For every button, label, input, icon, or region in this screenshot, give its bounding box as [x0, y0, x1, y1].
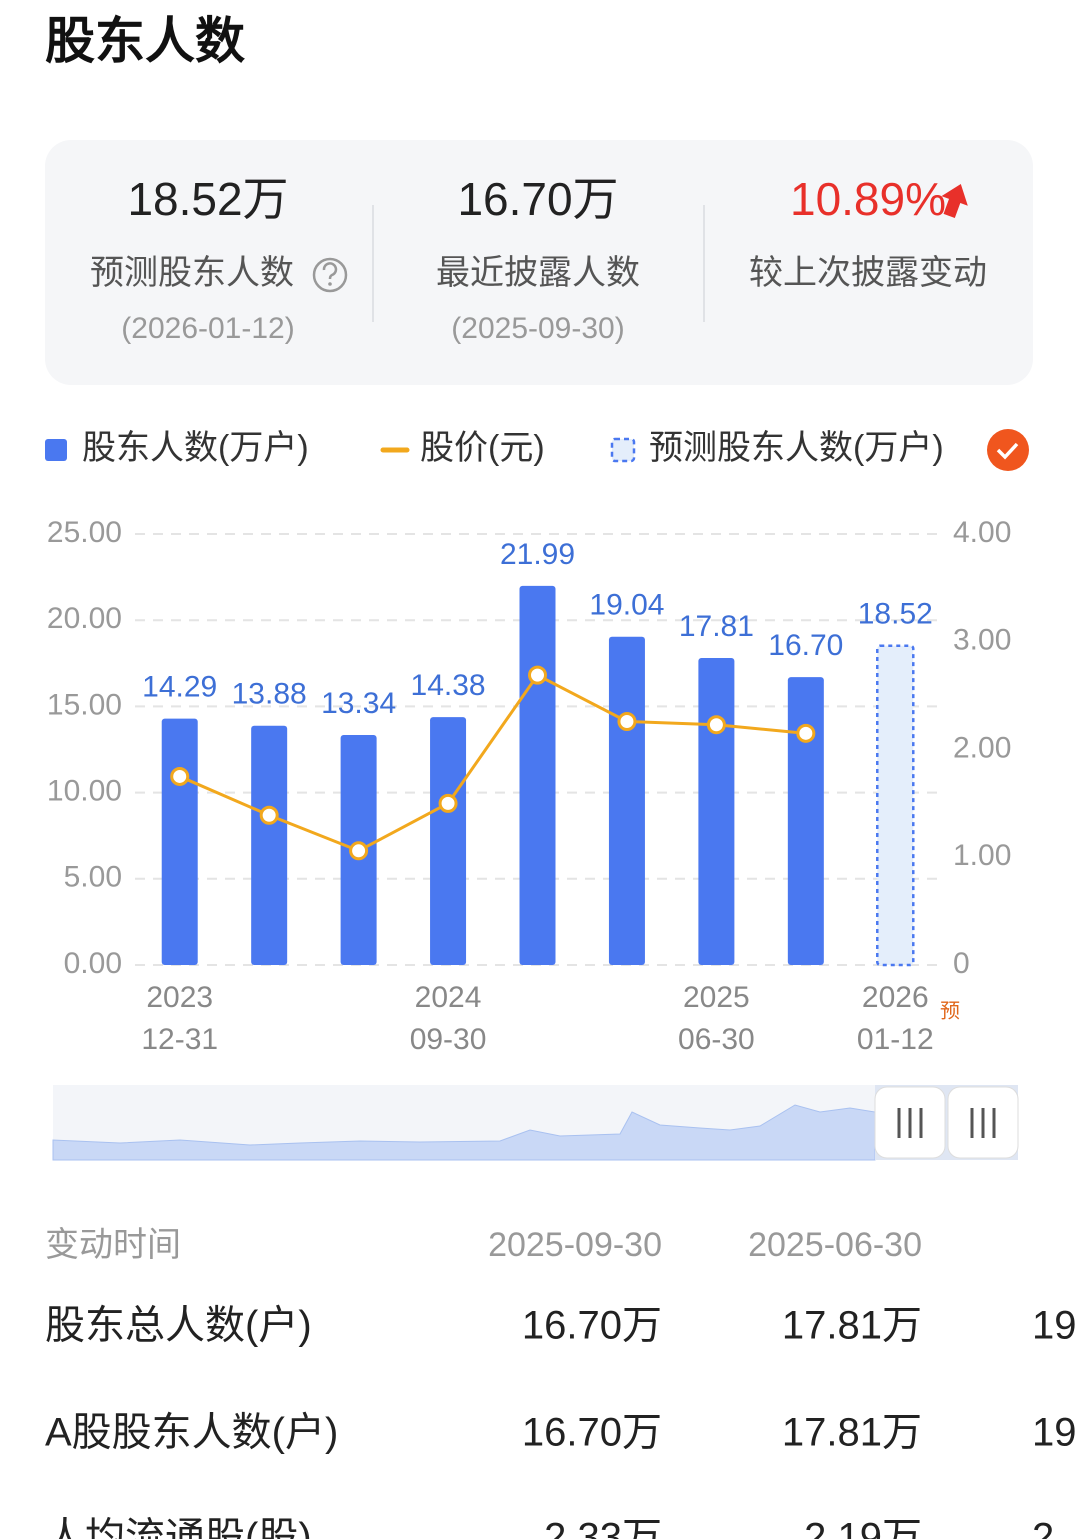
table-cell: 2.33万 — [544, 1516, 662, 1539]
y2-tick-label: 1.00 — [953, 839, 1011, 872]
price-point — [528, 665, 547, 685]
bar — [698, 657, 735, 965]
price-point — [796, 723, 816, 743]
price-point — [438, 793, 458, 813]
value-label: 14.38 — [411, 669, 486, 702]
legend-label[interactable]: 股东人数(万户) — [82, 429, 309, 467]
row-label: 人均流通股(股) — [45, 1516, 312, 1539]
table-cell: 17.81万 — [782, 1304, 922, 1348]
stat-value: 18.52万 — [127, 173, 288, 225]
y-tick-label: 10.00 — [47, 775, 122, 808]
value-label: 13.34 — [321, 687, 396, 720]
price-point — [259, 805, 279, 825]
x-tick-label: 2024 — [415, 981, 482, 1014]
row-label: 股东总人数(户) — [45, 1304, 312, 1348]
stat-value: 16.70万 — [457, 173, 618, 225]
table-cell: 16.70万 — [522, 1304, 662, 1348]
value-label: 13.88 — [232, 678, 307, 711]
bar — [519, 585, 556, 965]
value-label: 17.81 — [679, 610, 754, 643]
page-title: 股东人数 — [45, 13, 245, 69]
price-point — [170, 766, 190, 786]
legend-swatch — [45, 439, 67, 461]
price-point — [349, 841, 369, 861]
x-tick-label: 09-30 — [410, 1023, 487, 1056]
legend-swatch — [610, 437, 636, 463]
value-label: 21.99 — [500, 538, 575, 571]
bar — [787, 677, 824, 965]
stat-date: (2026-01-12) — [121, 312, 294, 345]
table-header: 2025-09-30 — [488, 1226, 662, 1264]
bar — [161, 718, 198, 965]
table-cell: 19 — [1032, 1304, 1077, 1348]
value-label: 18.52 — [858, 598, 933, 631]
x-tick-label: 01-12 — [857, 1023, 934, 1056]
y2-tick-label: 2.00 — [953, 731, 1011, 764]
legend-label[interactable]: 预测股东人数(万户) — [649, 429, 944, 467]
x-tick-label: 06-30 — [678, 1023, 755, 1056]
legend-label[interactable]: 股价(元) — [420, 429, 545, 467]
bar — [608, 636, 645, 965]
y-tick-label: 15.00 — [47, 688, 122, 721]
y-tick-label: 20.00 — [47, 602, 122, 635]
table-cell: 2.19万 — [804, 1516, 922, 1539]
price-point — [617, 711, 637, 731]
summary-card — [45, 140, 1033, 385]
x-tick-label: 2023 — [146, 981, 213, 1014]
table-header: 变动时间 — [45, 1226, 181, 1264]
x-tick-label: 2026 — [862, 981, 929, 1014]
y2-tick-label: 4.00 — [953, 516, 1011, 549]
stat-value: 10.89% — [790, 173, 946, 225]
y-tick-label: 25.00 — [47, 516, 122, 549]
stat-date: (2025-09-30) — [451, 312, 624, 345]
legend-check[interactable] — [987, 429, 1029, 471]
table-cell: 19 — [1032, 1411, 1077, 1455]
y-tick-label: 5.00 — [64, 861, 122, 894]
table-header: 2025-06-30 — [748, 1226, 922, 1264]
row-label: A股股东人数(户) — [45, 1411, 338, 1455]
price-point — [706, 715, 726, 735]
value-label: 19.04 — [589, 589, 664, 622]
navigator[interactable] — [52, 1085, 1019, 1161]
table-cell: 2 — [1032, 1516, 1054, 1539]
bar — [430, 717, 467, 965]
price-line — [179, 673, 806, 853]
value-label: 14.29 — [142, 671, 217, 704]
up-arrow — [941, 184, 968, 219]
help-icon[interactable] — [312, 257, 348, 293]
value-label: 16.70 — [768, 629, 843, 662]
table-cell: 17.81万 — [782, 1411, 922, 1455]
x-tick-label: 12-31 — [141, 1023, 218, 1056]
table-cell: 16.70万 — [522, 1411, 662, 1455]
y-tick-label: 0.00 — [64, 947, 122, 980]
stat-label: 较上次披露变动 — [749, 254, 987, 292]
bar — [251, 725, 288, 965]
annotation: 预 — [940, 1000, 960, 1022]
stat-label: 预测股东人数 — [90, 254, 294, 292]
x-tick-label: 2025 — [683, 981, 750, 1014]
bar — [876, 644, 915, 967]
stat-label: 最近披露人数 — [436, 254, 640, 292]
y2-tick-label: 0 — [953, 947, 970, 980]
y2-tick-label: 3.00 — [953, 624, 1011, 657]
